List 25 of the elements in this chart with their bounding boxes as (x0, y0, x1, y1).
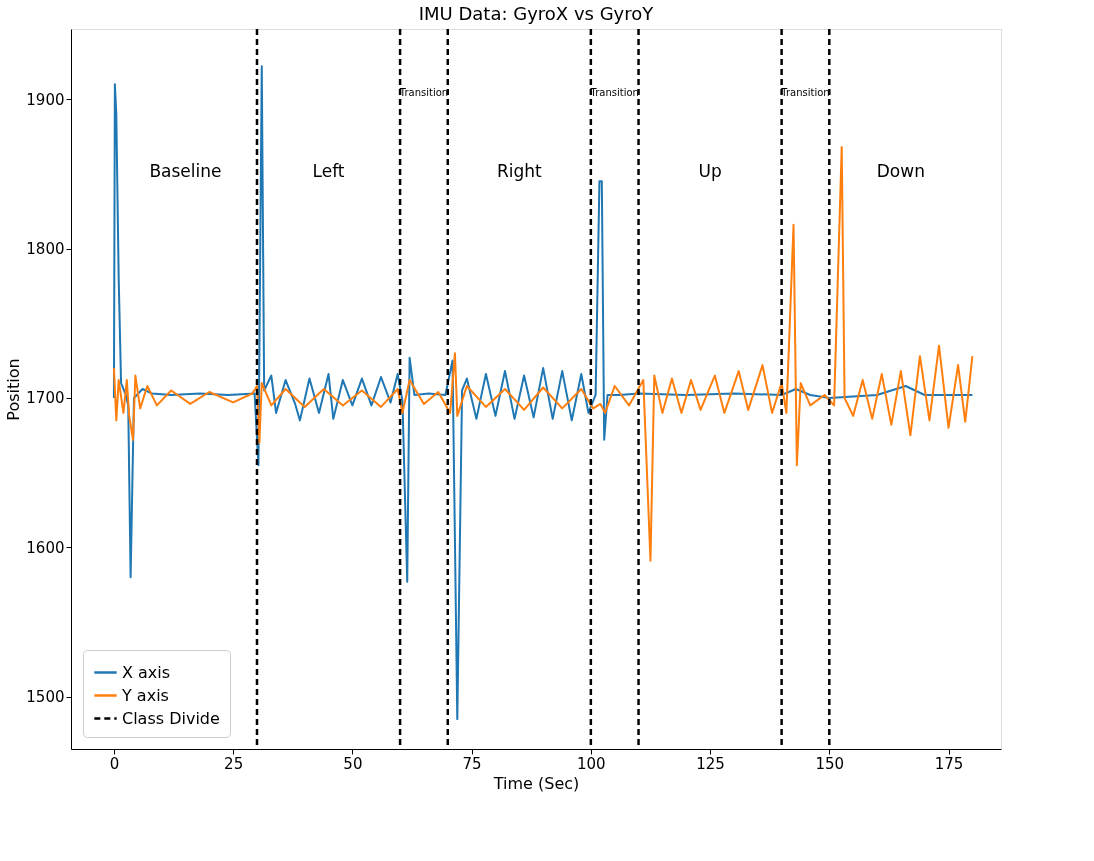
annotation: Left (312, 161, 345, 181)
line-series (112, 146, 974, 562)
annotation: Down (876, 161, 925, 181)
x-axis-title: Time (Sec) (492, 773, 580, 793)
x-tick-label: 75 (462, 754, 482, 773)
annotation: Baseline (149, 161, 222, 181)
ref-line-label: Class Divide (122, 708, 220, 728)
y-tick-label: 1500 (26, 688, 65, 707)
y-tick-label: 1600 (26, 538, 65, 557)
x-tick-label: 25 (224, 754, 244, 773)
x-tick-label: 0 (109, 754, 120, 773)
y-tick-label: 1800 (26, 240, 65, 259)
x-tick-label: 100 (577, 754, 606, 773)
annotation: Up (698, 161, 722, 181)
x-tick-label: 125 (696, 754, 725, 773)
chart-title: IMU Data: GyroX vs GyroY (418, 2, 655, 24)
legend-label: Y axis (121, 685, 169, 705)
y-tick-label: 1900 (26, 90, 65, 109)
x-tick-label: 150 (815, 754, 845, 773)
y-axis-title: Position (4, 358, 24, 421)
x-tick-label: 50 (343, 754, 363, 773)
x-tick-label: 175 (934, 754, 964, 773)
legend-label: X axis (122, 662, 171, 682)
y-tick-label: 1700 (26, 389, 65, 408)
annotation: Right (496, 161, 543, 181)
